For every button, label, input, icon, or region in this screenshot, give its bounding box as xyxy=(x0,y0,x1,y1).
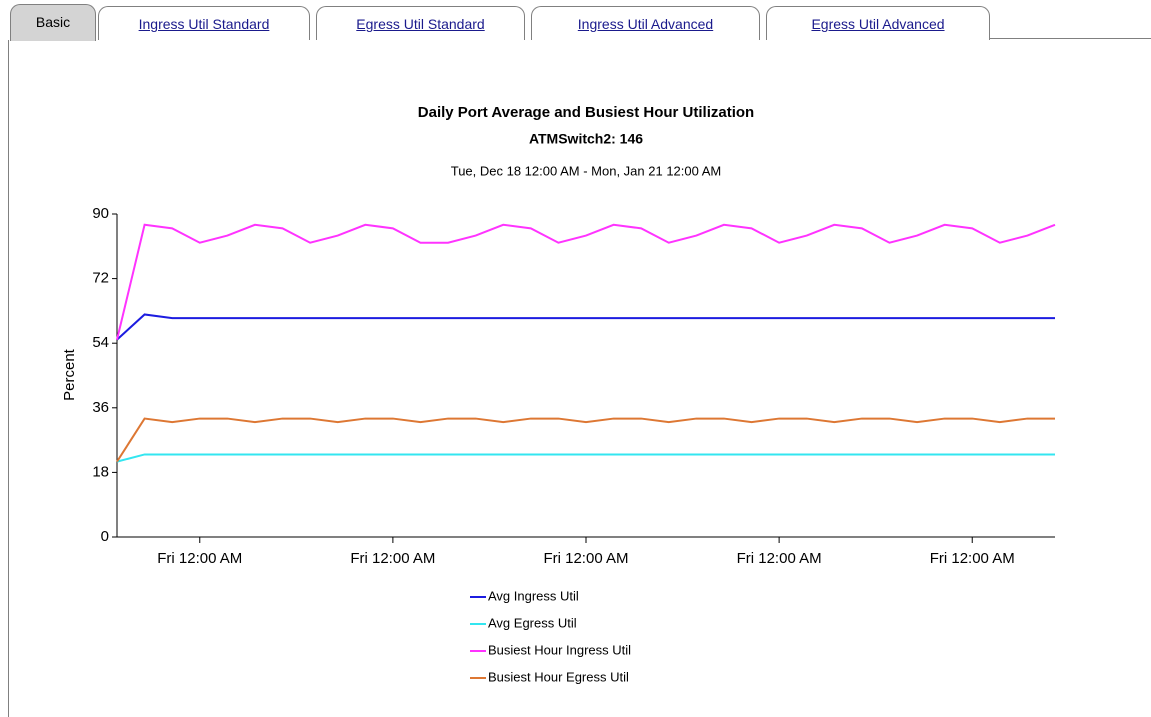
y-tick-label: 90 xyxy=(92,205,109,222)
line-series xyxy=(116,417,1055,463)
panel-border xyxy=(990,38,1151,39)
y-tick-label: 72 xyxy=(92,270,109,287)
legend-label: Avg Ingress Util xyxy=(488,588,579,603)
chart-subtitle: ATMSwitch2: 146 xyxy=(529,131,643,147)
y-axis-label: Percent xyxy=(61,348,78,401)
legend-label: Busiest Hour Egress Util xyxy=(488,669,629,684)
tab-link[interactable]: Egress Util Advanced xyxy=(811,16,945,32)
tab-label[interactable]: Basic xyxy=(35,14,71,30)
tab-link[interactable]: Egress Util Standard xyxy=(356,16,485,32)
x-tick-label: Fri 12:00 AM xyxy=(350,550,435,567)
tab[interactable]: Ingress Util Standard xyxy=(98,6,310,40)
legend-label: Avg Egress Util xyxy=(488,615,577,630)
date-range: Tue, Dec 18 12:00 AM - Mon, Jan 21 12:00… xyxy=(451,163,722,178)
legend-label: Busiest Hour Ingress Util xyxy=(488,642,631,657)
y-tick-label: 54 xyxy=(92,334,109,351)
line-series xyxy=(116,453,1055,463)
line-series xyxy=(116,313,1055,341)
tab-link[interactable]: Ingress Util Advanced xyxy=(577,16,714,32)
tab[interactable]: Egress Util Advanced xyxy=(766,6,990,40)
chart-title: Daily Port Average and Busiest Hour Util… xyxy=(418,104,754,121)
panel-border xyxy=(8,40,9,717)
x-tick-label: Fri 12:00 AM xyxy=(543,550,628,567)
y-tick-label: 0 xyxy=(101,528,109,545)
line-series xyxy=(116,223,1056,340)
tab[interactable]: Basic xyxy=(10,4,96,41)
y-tick-label: 18 xyxy=(92,463,109,480)
tab[interactable]: Egress Util Standard xyxy=(316,6,525,40)
y-tick-label: 36 xyxy=(92,399,109,416)
x-tick-label: Fri 12:00 AM xyxy=(157,550,242,567)
x-tick-label: Fri 12:00 AM xyxy=(930,550,1015,567)
x-tick-label: Fri 12:00 AM xyxy=(737,550,822,567)
tab-link[interactable]: Ingress Util Standard xyxy=(138,16,270,32)
tab[interactable]: Ingress Util Advanced xyxy=(531,6,760,40)
